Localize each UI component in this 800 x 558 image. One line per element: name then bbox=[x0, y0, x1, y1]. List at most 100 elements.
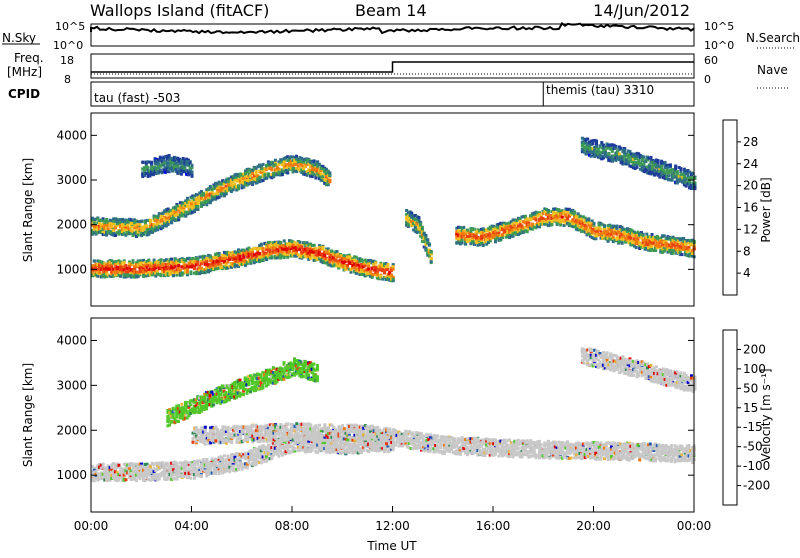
echo-cell bbox=[663, 234, 666, 237]
echo-cell bbox=[621, 242, 624, 245]
echo-cell bbox=[657, 161, 660, 164]
echo-cell bbox=[462, 226, 465, 229]
echo-cell bbox=[123, 261, 126, 264]
echo-cell bbox=[645, 233, 648, 236]
echo-cell bbox=[593, 222, 596, 225]
echo-cell bbox=[407, 224, 410, 227]
echo-cell bbox=[461, 242, 464, 245]
echo-cell bbox=[300, 163, 303, 166]
echo-cell bbox=[550, 223, 553, 226]
freq-trace bbox=[91, 62, 694, 72]
echo-band bbox=[455, 207, 695, 258]
echo-cell bbox=[114, 234, 117, 237]
echo-cell bbox=[651, 233, 654, 236]
echo-cell bbox=[313, 160, 316, 163]
echo-cell bbox=[313, 244, 316, 247]
echo-cell bbox=[464, 243, 467, 246]
echo-band bbox=[405, 209, 433, 264]
echo-cell bbox=[205, 260, 208, 263]
echo-cell bbox=[473, 228, 476, 231]
echo-cell bbox=[636, 166, 639, 169]
echo-cell bbox=[258, 252, 261, 255]
echo-cell bbox=[147, 166, 150, 169]
echo-cell bbox=[656, 235, 659, 238]
echo-cell bbox=[262, 247, 265, 250]
echo-cell bbox=[466, 229, 469, 232]
echo-cell bbox=[262, 163, 265, 166]
echo-cell bbox=[367, 265, 370, 268]
echo-cell bbox=[197, 205, 200, 208]
echo-cell bbox=[176, 165, 179, 168]
echo-cell bbox=[615, 225, 618, 228]
echo-cell bbox=[595, 142, 598, 145]
cpid-mode-1: tau (fast) -503 bbox=[94, 91, 180, 105]
echo-cell bbox=[595, 140, 598, 143]
echo-cell bbox=[149, 219, 152, 222]
echo-cell bbox=[265, 258, 268, 261]
echo-cell bbox=[147, 259, 150, 262]
echo-cell bbox=[209, 185, 212, 188]
echo-cell bbox=[669, 163, 672, 166]
echo-cell bbox=[172, 274, 175, 277]
echo-cell bbox=[281, 173, 284, 176]
echo-cell bbox=[314, 177, 317, 180]
echo-cell bbox=[424, 234, 427, 237]
echo-cell bbox=[286, 256, 289, 259]
echo-cell bbox=[170, 258, 173, 261]
nave-tick-top: 60 bbox=[704, 54, 718, 67]
echo-cell bbox=[417, 216, 420, 219]
echo-cell bbox=[146, 225, 149, 228]
echo-cell bbox=[587, 219, 590, 222]
echo-cell bbox=[612, 236, 615, 239]
echo-cell bbox=[379, 275, 382, 278]
station-title: Wallops Island (fitACF) bbox=[90, 1, 269, 20]
echo-cell bbox=[168, 154, 171, 157]
echo-cell bbox=[156, 270, 159, 273]
echo-cell bbox=[392, 278, 395, 281]
nsearch-label: N.Search bbox=[746, 31, 800, 45]
echo-cell bbox=[150, 161, 153, 164]
echo-cell bbox=[191, 164, 194, 167]
echo-cell bbox=[651, 245, 654, 248]
echo-cell bbox=[186, 270, 189, 273]
echo-cell bbox=[635, 246, 638, 249]
echo-cell bbox=[679, 167, 682, 170]
echo-cell bbox=[96, 275, 99, 278]
beam-title: Beam 14 bbox=[355, 1, 427, 20]
echo-cell bbox=[330, 250, 333, 253]
echo-band bbox=[91, 239, 395, 282]
echo-cell bbox=[561, 216, 564, 219]
echo-cell bbox=[93, 222, 96, 225]
echo-cell bbox=[297, 164, 300, 167]
echo-cell bbox=[610, 229, 613, 232]
echo-cell bbox=[132, 261, 135, 264]
nsky-tick-top: 10^5 bbox=[55, 20, 85, 33]
echo-band bbox=[141, 154, 193, 178]
echo-cell bbox=[586, 138, 589, 141]
nsearch-tick-top: 10^5 bbox=[704, 20, 734, 33]
echo-cell bbox=[387, 268, 390, 271]
nsearch-tick-bottom: 10^0 bbox=[704, 39, 734, 52]
echo-cell bbox=[623, 149, 626, 152]
echo-cell bbox=[170, 221, 173, 224]
echo-cell bbox=[688, 180, 691, 183]
echo-cell bbox=[526, 230, 529, 233]
echo-cell bbox=[119, 275, 122, 278]
echo-cell bbox=[629, 237, 632, 240]
echo-cell bbox=[174, 265, 177, 268]
echo-cell bbox=[239, 255, 242, 258]
echo-cell bbox=[283, 239, 286, 242]
echo-cell bbox=[160, 259, 163, 262]
echo-cell bbox=[105, 218, 108, 221]
echo-cell bbox=[600, 141, 603, 144]
echo-cell bbox=[573, 211, 576, 214]
echo-cell bbox=[515, 222, 518, 225]
echo-cell bbox=[524, 215, 527, 218]
echo-cell bbox=[376, 273, 379, 276]
echo-cell bbox=[295, 155, 298, 158]
echo-cell bbox=[190, 271, 193, 274]
echo-cell bbox=[265, 177, 268, 180]
echo-cell bbox=[193, 267, 196, 270]
nsky-strip: N.Sky 10^5 10^0 10^5 10^0 N.Search bbox=[2, 20, 800, 52]
